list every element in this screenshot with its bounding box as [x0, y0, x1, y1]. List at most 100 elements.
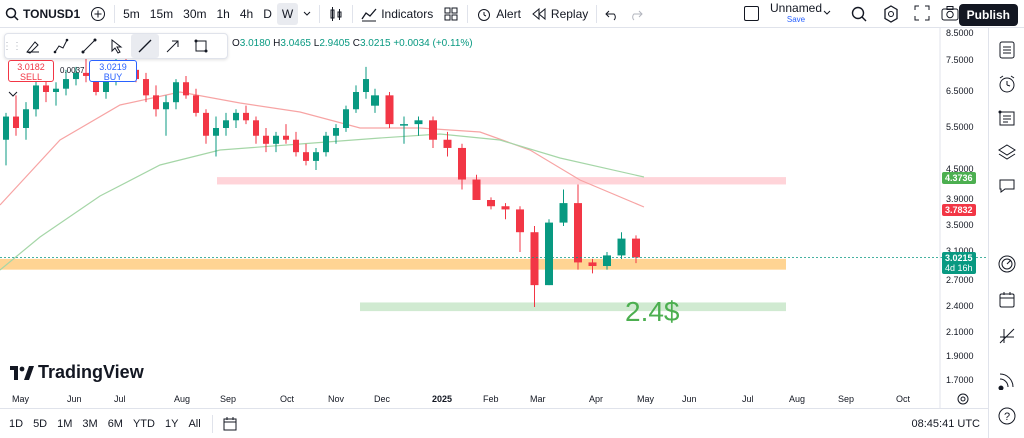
alarm-icon	[478, 8, 491, 21]
alarm-clock-icon[interactable]	[997, 74, 1017, 94]
tradingview-logo[interactable]: TradingView	[10, 362, 144, 383]
trendline-tool[interactable]	[75, 34, 103, 58]
bottom-toolbar: 1D 5D 1M 3M 6M YTD 1Y All 08:45:41 UTC	[0, 408, 988, 438]
candle-body	[153, 95, 159, 110]
interval-w[interactable]: W	[276, 2, 299, 25]
candles-icon	[330, 6, 342, 21]
price-axis-tick: 3.5000	[946, 220, 974, 230]
time-axis-tick: May	[637, 394, 655, 404]
price-axis-tick: 3.1000	[946, 246, 974, 256]
streams-icon[interactable]	[997, 370, 1017, 390]
tradingview-logo-icon	[10, 365, 34, 380]
candle-body	[371, 95, 379, 106]
ma-fast-price-tag: 3.7832	[942, 204, 976, 216]
axis-settings-gear-icon[interactable]	[956, 392, 970, 406]
price-axis-tick: 1.9000	[946, 351, 974, 361]
camera-icon[interactable]	[941, 5, 959, 21]
calendar-icon[interactable]	[997, 290, 1017, 310]
rectangle-tool[interactable]	[187, 34, 215, 58]
ma-slow-price-tag: 4.3736	[942, 172, 976, 184]
interval-15m[interactable]: 15m	[149, 6, 174, 21]
range-1d[interactable]: 1D	[9, 417, 24, 430]
top-toolbar: TONUSD1 5m 15m 30m 1h 4h D W Indicators …	[0, 0, 1024, 28]
save-link[interactable]: Save	[786, 15, 806, 24]
low-value: 2.9405	[319, 38, 350, 49]
clock-time[interactable]: 08:45:41 UTC	[911, 417, 980, 430]
range-5d[interactable]: 5D	[33, 417, 48, 430]
candle-body	[73, 72, 79, 80]
candle-body	[233, 112, 239, 121]
last-price-value: 3.0215	[945, 253, 973, 263]
range-1m[interactable]: 1M	[57, 417, 73, 430]
price-axis-tick: 3.9000	[946, 194, 974, 204]
candle-body	[472, 179, 481, 200]
candle-body	[183, 82, 189, 96]
candle-body	[33, 85, 39, 110]
layout-name[interactable]: Unnamed Save	[770, 2, 822, 25]
price-chart[interactable]: 2.4$	[0, 28, 988, 408]
line-icon	[138, 39, 152, 53]
chevron-down-icon[interactable]	[823, 10, 831, 16]
buy-button[interactable]: 3.0219 BUY	[89, 60, 137, 82]
help-icon[interactable]: ?	[997, 406, 1017, 426]
interval-1h[interactable]: 1h	[216, 6, 230, 21]
symbol-search[interactable]: TONUSD1	[0, 0, 85, 28]
fullscreen-icon[interactable]	[914, 5, 930, 21]
arrow-tool[interactable]	[159, 34, 187, 58]
drag-handle[interactable]: ⋮⋮	[2, 40, 22, 52]
layout-icon[interactable]	[744, 6, 759, 21]
range-ytd[interactable]: YTD	[132, 417, 155, 430]
quick-search-icon[interactable]	[850, 5, 868, 23]
range-6m[interactable]: 6M	[107, 417, 123, 430]
ohlc-legend: O3.0180 H3.0465 L2.9405 C3.0215 +0.0034 …	[232, 38, 473, 49]
candle-body	[313, 152, 319, 161]
pine-editor-icon[interactable]	[997, 326, 1017, 346]
grid-icon	[444, 7, 458, 20]
watchlist-icon[interactable]	[997, 40, 1017, 60]
candle-body	[243, 112, 249, 121]
interval-4h[interactable]: 4h	[239, 6, 254, 21]
layers-icon[interactable]	[997, 142, 1017, 162]
candle-body	[487, 200, 495, 207]
compare-button[interactable]	[85, 0, 111, 28]
date-range-icon[interactable]	[222, 416, 238, 432]
templates-button[interactable]	[438, 0, 464, 28]
candle-body	[516, 209, 524, 233]
interval-dropdown[interactable]	[298, 0, 316, 28]
publish-button[interactable]: Publish	[958, 4, 1018, 26]
undo-button[interactable]	[600, 0, 624, 28]
time-axis-tick: Sep	[220, 394, 237, 404]
candle-body	[143, 79, 149, 96]
sell-button[interactable]: 3.0182 SELL	[8, 60, 54, 82]
gauge-icon[interactable]	[997, 254, 1017, 274]
path-tool[interactable]	[47, 34, 75, 58]
indicators-button[interactable]: Indicators	[356, 0, 438, 28]
collapse-chevron-icon[interactable]	[8, 90, 18, 98]
brush-tool[interactable]	[19, 34, 47, 58]
replay-button[interactable]: Replay	[526, 0, 593, 28]
interval-30m[interactable]: 30m	[183, 6, 207, 21]
chat-icon[interactable]	[997, 176, 1017, 196]
ray-tool[interactable]	[131, 34, 159, 58]
gear-icon[interactable]	[882, 5, 900, 23]
time-axis-tick: May	[12, 394, 30, 404]
redo-button[interactable]	[624, 0, 648, 28]
chevron-down-icon	[303, 11, 311, 16]
buy-label: BUY	[103, 72, 123, 82]
interval-d[interactable]: D	[263, 6, 272, 21]
range-3m[interactable]: 3M	[82, 417, 98, 430]
buy-price: 3.0219	[99, 62, 127, 72]
candle-body	[193, 95, 199, 113]
price-axis-tick: 5.5000	[946, 122, 974, 132]
candle-body	[93, 75, 99, 92]
spread-value: 0.0037	[60, 66, 85, 75]
interval-5m[interactable]: 5m	[123, 6, 140, 21]
cursor-tool[interactable]	[103, 34, 131, 58]
chart-type-button[interactable]	[323, 0, 349, 28]
alert-button[interactable]: Alert	[471, 0, 526, 28]
news-icon[interactable]	[997, 108, 1017, 128]
candle-body	[501, 206, 510, 210]
range-all[interactable]: All	[188, 417, 201, 430]
price-axis-tick: 8.5000	[946, 28, 974, 38]
range-1y[interactable]: 1Y	[164, 417, 179, 430]
